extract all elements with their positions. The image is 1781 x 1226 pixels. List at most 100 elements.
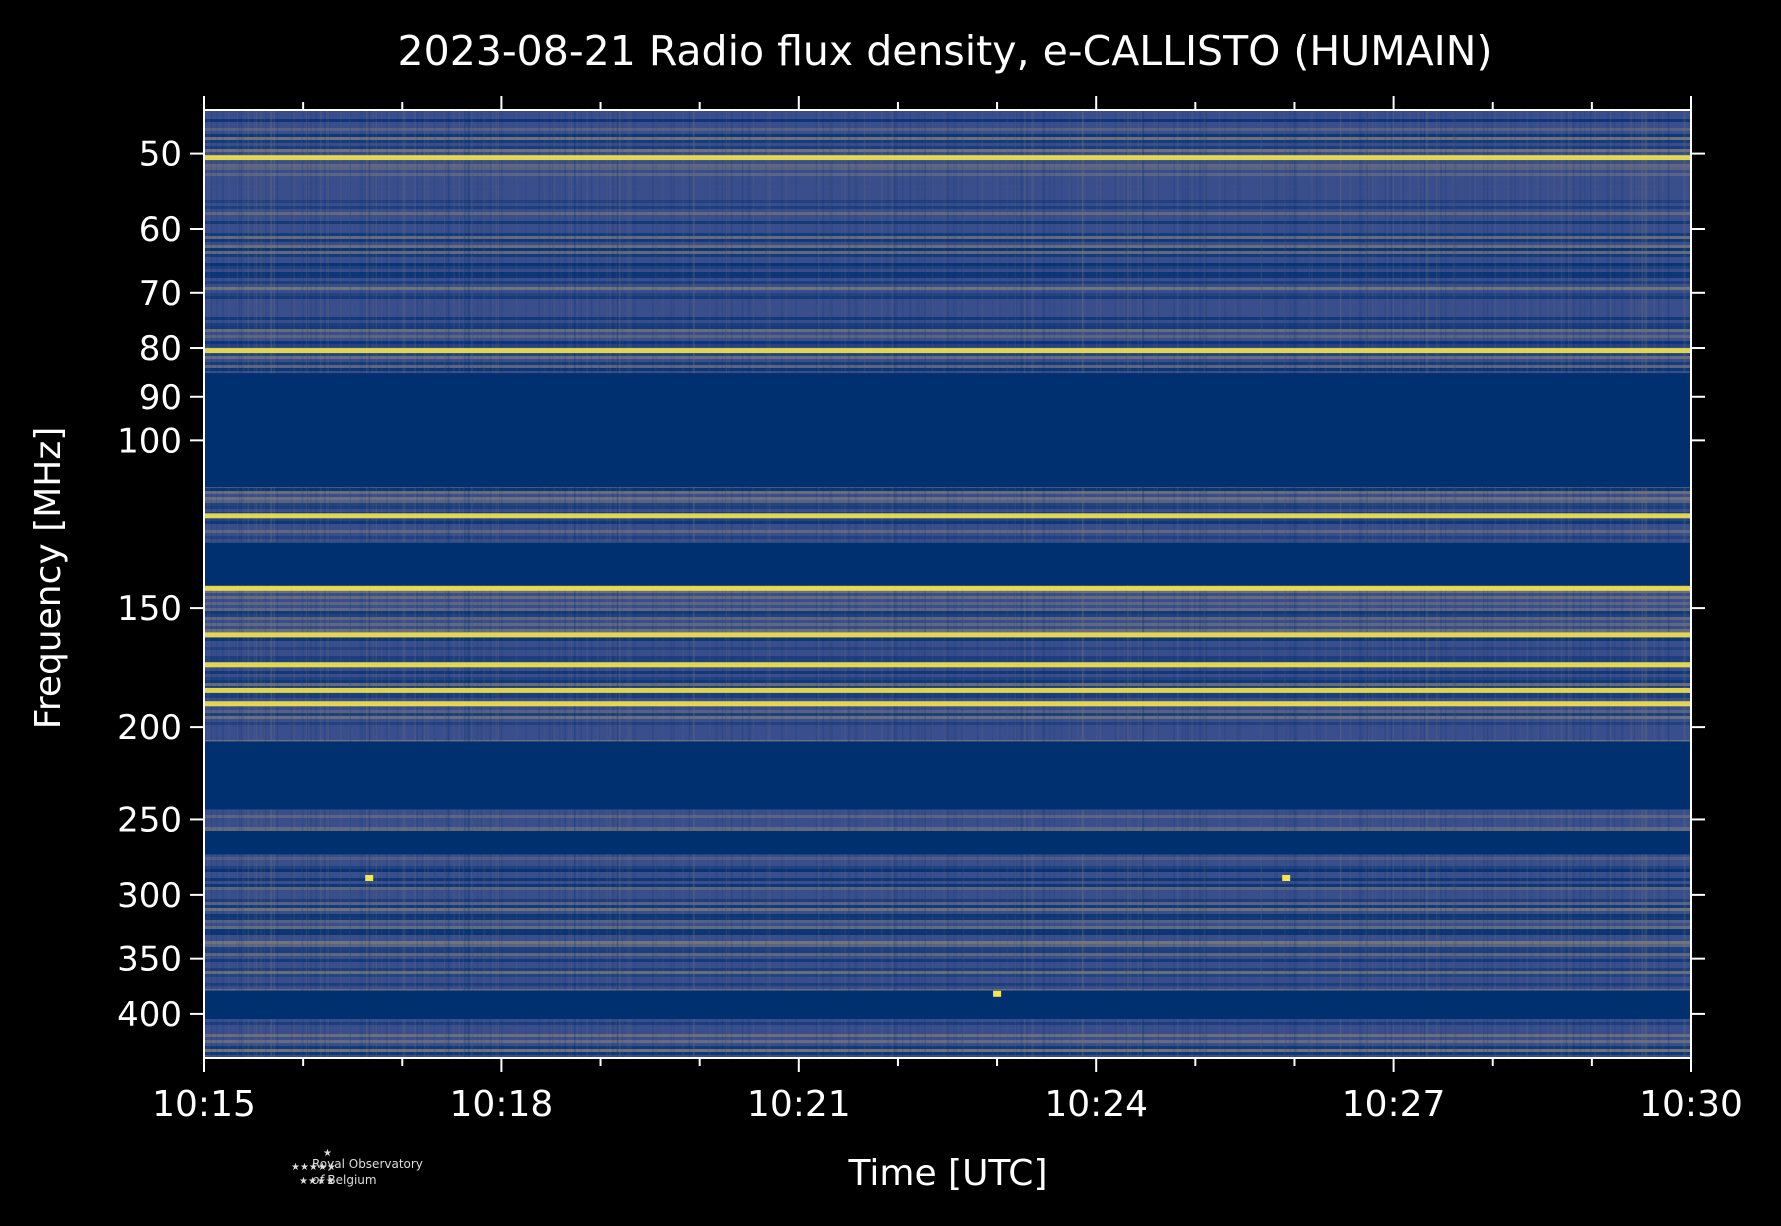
y-axis-label: Frequency [MHz] (28, 427, 69, 730)
noise-row (204, 233, 1691, 236)
noise-row (204, 623, 1691, 626)
noise-row (204, 152, 1691, 155)
noise-row (204, 728, 1691, 731)
noise-row (204, 191, 1691, 194)
noise-row (204, 599, 1691, 602)
logo-text: Royal Observatory of Belgium (312, 1156, 423, 1188)
noise-row (204, 206, 1691, 209)
bright-band (204, 348, 1691, 354)
noise-row (204, 1055, 1691, 1058)
noise-row (204, 533, 1691, 536)
noise-row (204, 308, 1691, 311)
axes: 10:15 10:18 10:21 10:24 10:27 10:30 50 60 70 80 90… (117, 96, 1743, 1125)
bright-band (204, 687, 1691, 693)
noise-row (204, 827, 1691, 830)
noise-row (204, 197, 1691, 200)
noise-row (204, 821, 1691, 824)
noise-row (204, 611, 1691, 614)
noise-row (204, 1034, 1691, 1037)
noise-row (204, 683, 1691, 686)
x-tick-label: 10:27 (1342, 1084, 1446, 1125)
noise-row (204, 113, 1691, 116)
noise-row (204, 977, 1691, 980)
noise-row (204, 980, 1691, 983)
logo-of: of (312, 1173, 324, 1187)
noise-row (204, 656, 1691, 659)
x-tick-label: 10:21 (747, 1084, 851, 1125)
noise-row (204, 878, 1691, 881)
noise-row (204, 362, 1691, 365)
noise-row (204, 170, 1691, 173)
x-axis-label: Time [UTC] (847, 1153, 1047, 1194)
noise-row (204, 1025, 1691, 1028)
noise-row (204, 329, 1691, 332)
noise-row (204, 953, 1691, 956)
noise-row (204, 296, 1691, 299)
noise-row (204, 890, 1691, 893)
noise-row (204, 971, 1691, 974)
noise-row (204, 956, 1691, 959)
noise-row (204, 305, 1691, 308)
svg-text:★★★★★: ★★★★★ (291, 1162, 336, 1173)
noise-row (204, 239, 1691, 242)
noise-row (204, 602, 1691, 605)
noise-row (204, 254, 1691, 257)
noise-row (204, 275, 1691, 278)
noise-row (204, 143, 1691, 146)
noise-row (204, 911, 1691, 914)
noise-row (204, 647, 1691, 650)
noise-row (204, 500, 1691, 503)
noise-row (204, 695, 1691, 698)
masked-band (204, 373, 1691, 488)
noise-row (204, 959, 1691, 962)
noise-row (204, 161, 1691, 164)
y-tick-label: 300 (117, 876, 182, 916)
noise-row (204, 698, 1691, 701)
logo-belgium: Belgium (327, 1173, 377, 1187)
noise-row (204, 224, 1691, 227)
noise-row (204, 332, 1691, 335)
burst-mark (993, 990, 1002, 997)
y-tick-label: 350 (117, 940, 182, 980)
noise-row (204, 341, 1691, 344)
noise-row (204, 815, 1691, 818)
noise-row (204, 596, 1691, 599)
noise-row (204, 149, 1691, 152)
noise-row (204, 629, 1691, 632)
noise-row (204, 320, 1691, 323)
noise-row (204, 1052, 1691, 1055)
noise-row (204, 302, 1691, 305)
noise-row (204, 725, 1691, 728)
svg-text:★★★★: ★★★★ (299, 1176, 335, 1187)
noise-row (204, 503, 1691, 506)
noise-row (204, 644, 1691, 647)
noise-row (204, 509, 1691, 512)
noise-row (204, 965, 1691, 968)
x-tick-label: 10:18 (450, 1084, 554, 1125)
noise-row (204, 1019, 1691, 1022)
noise-row (204, 731, 1691, 734)
noise-row (204, 920, 1691, 923)
noise-row (204, 284, 1691, 287)
noise-row (204, 146, 1691, 149)
noise-row (204, 356, 1691, 359)
noise-row (204, 854, 1691, 857)
noise-row (204, 194, 1691, 197)
x-tick-label: 10:30 (1639, 1084, 1743, 1125)
noise-row (204, 962, 1691, 965)
noise-row (204, 968, 1691, 971)
noise-row (204, 200, 1691, 203)
noise-row (204, 722, 1691, 725)
noise-row (204, 734, 1691, 737)
noise-row (204, 536, 1691, 539)
noise-row (204, 584, 1691, 587)
noise-row (204, 620, 1691, 623)
noise-row (204, 1049, 1691, 1052)
noise-row (204, 338, 1691, 341)
y-tick-label: 200 (117, 708, 182, 748)
noise-row (204, 902, 1691, 905)
noise-row (204, 1022, 1691, 1025)
noise-row (204, 269, 1691, 272)
chart-title: 2023-08-21 Radio flux density, e-CALLIST… (398, 27, 1493, 75)
